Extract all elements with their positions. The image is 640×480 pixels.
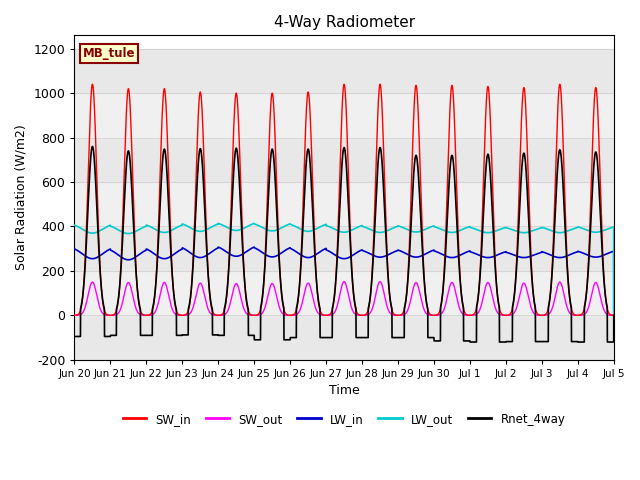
Y-axis label: Solar Radiation (W/m2): Solar Radiation (W/m2) — [15, 125, 28, 270]
X-axis label: Time: Time — [329, 384, 360, 397]
Title: 4-Way Radiometer: 4-Way Radiometer — [273, 15, 415, 30]
Bar — [74, 227, 614, 271]
Bar — [74, 48, 614, 93]
Bar — [74, 271, 614, 315]
Text: MB_tule: MB_tule — [83, 47, 135, 60]
Bar — [74, 93, 614, 138]
Bar — [74, 315, 614, 360]
Legend: SW_in, SW_out, LW_in, LW_out, Rnet_4way: SW_in, SW_out, LW_in, LW_out, Rnet_4way — [118, 408, 570, 431]
Bar — [74, 138, 614, 182]
Bar — [74, 182, 614, 227]
